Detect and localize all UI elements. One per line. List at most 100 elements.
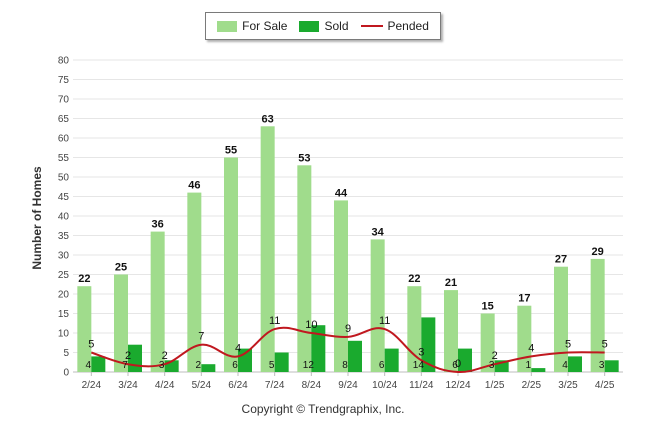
bar-sold	[494, 360, 509, 372]
data-label-pended: 11	[269, 315, 280, 327]
data-label-sold: 6	[232, 360, 238, 371]
x-tick-label: 10/24	[372, 380, 397, 391]
bar-sold	[274, 352, 289, 372]
x-tick-label: 11/24	[409, 380, 434, 391]
y-tick-label: 10	[58, 329, 70, 340]
bar-sold	[201, 364, 216, 372]
data-label-for-sale: 63	[262, 113, 274, 125]
data-label-for-sale: 29	[592, 246, 604, 258]
data-label-sold: 3	[599, 360, 605, 371]
bar-sold	[91, 356, 106, 372]
data-label-for-sale: 55	[225, 145, 237, 157]
bar-for-sale	[297, 165, 312, 372]
y-tick-label: 55	[58, 153, 70, 164]
legend-item-for-sale: For Sale	[217, 19, 287, 33]
x-tick-label: 3/25	[558, 380, 578, 391]
bar-for-sale	[334, 200, 348, 372]
x-tick-label: 9/24	[338, 380, 358, 391]
data-label-pended: 7	[198, 331, 204, 343]
data-label-for-sale: 17	[518, 293, 530, 305]
data-label-sold: 7	[122, 360, 128, 371]
data-label-sold: 3	[489, 360, 495, 371]
data-label-for-sale: 25	[115, 262, 127, 274]
data-label-pended: 4	[528, 342, 534, 354]
legend-item-sold: Sold	[299, 19, 349, 33]
y-tick-label: 5	[63, 348, 69, 359]
bar-for-sale	[444, 290, 458, 372]
y-tick-label: 80	[58, 56, 70, 67]
x-tick-label: 4/25	[595, 380, 615, 391]
x-tick-label: 2/25	[522, 380, 542, 391]
data-label-for-sale: 27	[555, 254, 567, 266]
x-tick-label: 6/24	[228, 380, 248, 391]
x-tick-label: 5/24	[192, 380, 212, 391]
legend-label-for-sale: For Sale	[242, 19, 288, 33]
x-tick-label: 2/24	[82, 380, 102, 391]
bar-sold	[604, 360, 619, 372]
x-tick-label: 8/24	[302, 380, 322, 391]
data-label-sold: 5	[269, 360, 275, 371]
data-label-pended: 3	[418, 346, 424, 358]
bar-for-sale	[187, 192, 202, 372]
data-label-sold: 4	[562, 360, 568, 371]
bar-sold	[531, 368, 546, 372]
data-label-for-sale: 53	[298, 152, 310, 164]
x-tick-label: 7/24	[265, 380, 285, 391]
x-tick-label: 12/24	[445, 380, 470, 391]
data-label-pended: 2	[492, 350, 498, 362]
y-tick-label: 25	[58, 270, 70, 281]
y-tick-label: 60	[58, 134, 70, 145]
bar-for-sale	[260, 126, 275, 372]
bar-sold	[348, 340, 362, 372]
x-tick-label: 1/25	[485, 380, 505, 391]
legend-swatch-pended	[360, 25, 383, 27]
bar-for-sale	[150, 231, 165, 372]
data-label-sold: 6	[379, 360, 385, 371]
line-pended	[91, 326, 605, 374]
data-label-for-sale: 44	[335, 187, 348, 199]
bar-sold	[311, 325, 326, 372]
y-tick-label: 35	[58, 231, 70, 242]
data-label-sold: 6	[452, 360, 458, 371]
bar-for-sale	[480, 313, 495, 372]
y-tick-label: 70	[58, 95, 70, 106]
data-label-for-sale: 36	[152, 219, 164, 231]
data-label-pended: 5	[88, 339, 94, 351]
bar-for-sale	[590, 258, 605, 372]
y-tick-label: 45	[58, 192, 70, 203]
data-label-sold: 4	[86, 360, 92, 371]
data-label-pended: 11	[379, 315, 390, 327]
bar-for-sale	[224, 157, 238, 372]
data-label-sold: 12	[303, 360, 315, 371]
x-tick-label: 4/24	[155, 380, 175, 391]
y-tick-label: 40	[58, 212, 70, 223]
y-tick-label: 75	[58, 75, 70, 86]
legend-label-sold: Sold	[324, 19, 349, 33]
data-label-pended: 5	[602, 339, 608, 351]
bar-for-sale	[370, 239, 385, 372]
chart-legend: For Sale Sold Pended	[205, 12, 441, 40]
data-label-pended: 4	[235, 342, 241, 354]
bar-for-sale	[554, 266, 568, 372]
bar-sold	[164, 360, 179, 372]
data-label-pended: 9	[345, 323, 351, 335]
y-tick-label: 30	[58, 251, 70, 262]
y-tick-label: 15	[58, 309, 70, 320]
data-label-sold: 8	[342, 360, 348, 371]
data-label-for-sale: 22	[408, 273, 420, 285]
data-label-pended: 2	[162, 350, 168, 362]
data-label-for-sale: 15	[482, 301, 494, 313]
bar-sold	[568, 356, 582, 372]
data-label-pended: 5	[565, 339, 571, 351]
legend-item-pended: Pended	[360, 19, 429, 33]
legend-swatch-sold	[299, 20, 320, 32]
bar-for-sale	[77, 286, 92, 372]
data-label-for-sale: 34	[372, 226, 385, 238]
y-tick-label: 0	[63, 368, 69, 379]
bar-for-sale	[517, 305, 532, 372]
bar-sold	[384, 348, 399, 372]
y-tick-label: 50	[58, 173, 70, 184]
data-label-sold: 3	[159, 360, 165, 371]
bar-for-sale	[114, 274, 128, 372]
